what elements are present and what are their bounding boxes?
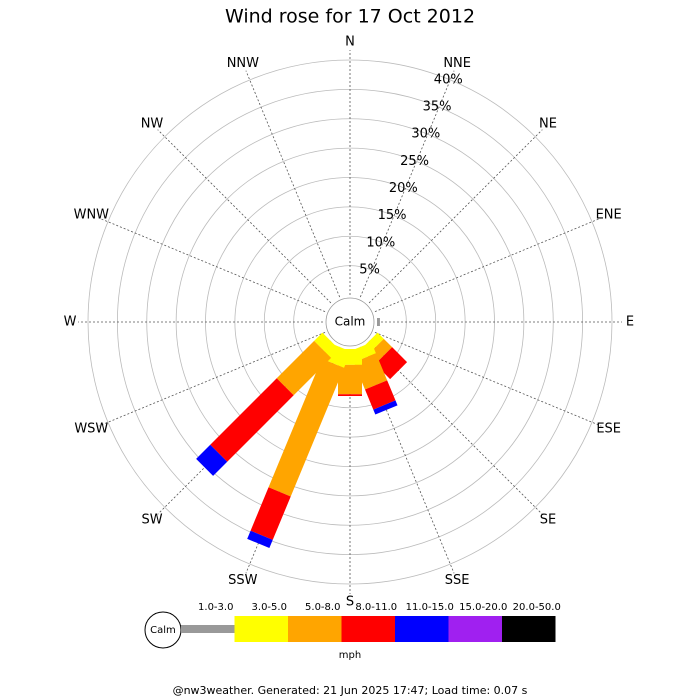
legend-label: 5.0-8.0 (305, 602, 340, 613)
legend-label: 3.0-5.0 (252, 602, 287, 613)
legend-swatch (288, 616, 342, 642)
chart-title: Wind rose for 17 Oct 2012 (225, 6, 475, 28)
direction-label: SSE (445, 573, 470, 588)
spoke (245, 70, 341, 298)
bar-segment (210, 378, 294, 462)
r-tick-label: 40% (434, 72, 463, 87)
direction-label: NNE (443, 56, 471, 71)
direction-label: S (346, 595, 354, 610)
bar-segment (314, 332, 340, 358)
bar-segment (268, 358, 345, 497)
r-tick-label: 10% (366, 235, 395, 250)
grid-ring (263, 235, 437, 409)
unit-label: mph (339, 650, 361, 661)
r-tick-label: 25% (400, 154, 429, 169)
spoke (368, 129, 543, 304)
legend-swatch (181, 625, 235, 633)
calm-circle (325, 297, 375, 347)
spoke (98, 217, 326, 313)
direction-label: N (345, 35, 355, 50)
direction-label: WSW (74, 422, 108, 437)
direction-label: NE (539, 117, 557, 132)
legend-label: 11.0-15.0 (406, 602, 454, 613)
direction-label: SSW (228, 573, 258, 588)
direction-label: WNW (74, 207, 110, 222)
grid-ring (175, 147, 525, 497)
direction-label: E (626, 315, 634, 330)
legend-swatch (234, 616, 288, 642)
legend-swatch (502, 616, 556, 642)
legend-label: 1.0-3.0 (198, 602, 233, 613)
r-tick-label: 35% (423, 100, 452, 115)
footer: @nw3weather. Generated: 21 Jun 2025 17:4… (173, 684, 528, 697)
legend-label: 15.0-20.0 (459, 602, 507, 613)
legend-swatch (448, 616, 502, 642)
direction-label: NNW (227, 56, 259, 71)
grid-ring (87, 59, 613, 585)
direction-label: ENE (596, 207, 622, 222)
bar-segment (250, 487, 291, 540)
spoke (374, 217, 602, 313)
bar-segment (247, 530, 273, 549)
bar-segment (338, 394, 362, 396)
spoke (374, 331, 602, 427)
legend-label: 8.0-11.0 (355, 602, 397, 613)
bar-segment (276, 340, 332, 396)
bar-segment (353, 353, 388, 390)
bar-segment (364, 380, 396, 410)
r-tick-label: 30% (411, 127, 440, 142)
bar-segment (373, 400, 398, 415)
legend-label: 20.0-50.0 (513, 602, 561, 613)
r-tick-label: 5% (359, 262, 380, 277)
direction-label: SW (141, 512, 162, 527)
legend-swatch (341, 616, 395, 642)
spoke (359, 70, 455, 298)
r-tick-label: 20% (389, 181, 418, 196)
legend-calm-label: Calm (150, 625, 176, 636)
direction-label: W (64, 315, 77, 330)
r-tick-label: 15% (378, 208, 407, 223)
bar-segment (377, 318, 380, 326)
bar-segment (196, 444, 228, 476)
bars (196, 318, 408, 549)
direction-label: SE (540, 512, 556, 527)
legend-swatch (395, 616, 449, 642)
calm-label: Calm (335, 315, 366, 329)
direction-label: NW (141, 117, 164, 132)
spoke (98, 331, 326, 427)
direction-label: ESE (596, 422, 621, 437)
spoke (157, 129, 332, 304)
